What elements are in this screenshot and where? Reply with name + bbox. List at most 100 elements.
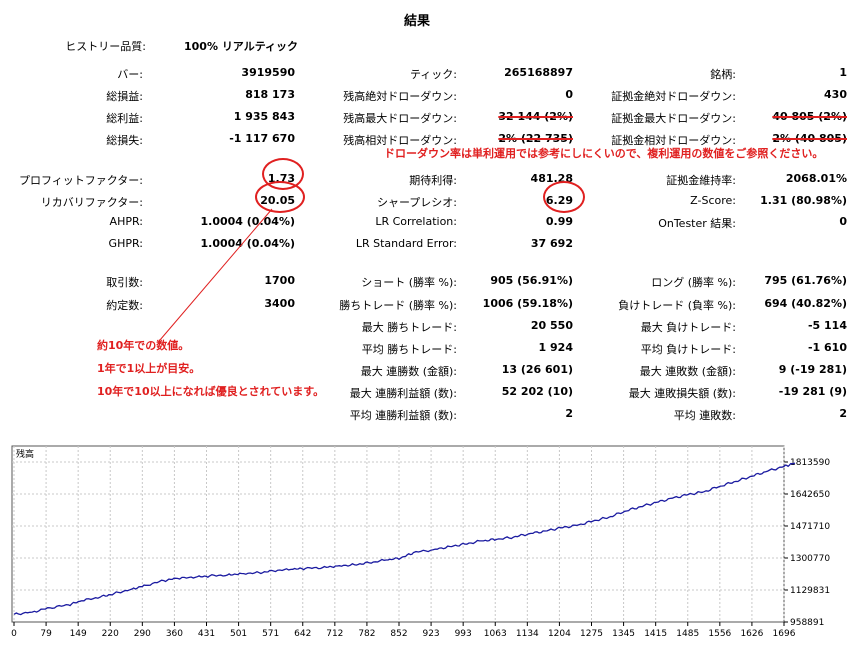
stat-value: 2% (22 735) [498,132,573,145]
stat-value: 0.99 [545,215,573,228]
stat-label: シャープレシオ: [376,196,457,209]
stat-value: 20 550 [530,319,573,332]
stat-label: 総損益: [106,90,143,103]
stat-label: LR Standard Error: [355,237,457,250]
recovery-factor-highlight [255,181,305,213]
stat-label: リカバリファクター: [40,196,143,209]
x-tick-label: 1696 [773,629,796,639]
x-tick-label: 149 [70,629,87,639]
drawdown-note: ドローダウン率は単利運用では参考にしにくいので、複利運用の数値をご参照ください。 [384,147,824,160]
stat-value: 2 [565,407,573,420]
series-label: 残高 [16,448,34,460]
x-tick-label: 360 [166,629,183,639]
x-tick-label: 290 [134,629,151,639]
stat-label: 証拠金絶対ドローダウン: [611,90,736,103]
stat-value: -1 610 [807,341,847,354]
x-tick-label: 220 [102,629,119,639]
stat-label: AHPR: [109,215,143,228]
x-tick-label: 1134 [516,629,539,639]
stat-label: ティック: [409,68,457,81]
stat-value: 2068.01% [785,172,847,185]
stat-label: プロフィットファクター: [18,174,143,187]
stat-label: 平均 連勝利益額 (数): [349,409,457,422]
x-tick-label: 1485 [676,629,699,639]
stat-label: ショート (勝率 %): [361,276,457,289]
stat-label: 残高絶対ドローダウン: [343,90,457,103]
stat-value: 694 (40.82%) [764,297,847,310]
stat-value: 265168897 [504,66,573,79]
stat-value: 13 (26 601) [501,363,573,376]
stat-label: 期待利得: [409,174,457,187]
stat-value: 52 202 (10) [501,385,573,398]
stat-label: 平均 負けトレード: [640,343,736,356]
stat-label: 銘柄: [710,68,736,81]
stat-label: 取引数: [106,276,143,289]
stat-value: 1006 (59.18%) [482,297,573,310]
stat-label: 証拠金相対ドローダウン: [611,134,736,147]
x-tick-label: 923 [422,629,439,639]
annotation-note-2: 1年で1以上が目安。 [97,362,201,375]
stat-value: 40 805 (2%) [772,110,847,123]
stat-label: 最大 負けトレード: [640,321,736,334]
stat-label: 勝ちトレード (勝率 %): [339,299,457,312]
x-tick-label: 431 [198,629,215,639]
x-tick-label: 79 [40,629,52,639]
stat-label: 最大 連勝利益額 (数): [349,387,457,400]
stat-label: GHPR: [108,237,143,250]
y-tick-label: 1471710 [790,522,830,532]
stat-value: 9 (-19 281) [778,363,847,376]
stat-value: 905 (56.91%) [490,274,573,287]
plot-area [11,445,785,623]
y-tick-label: 1642650 [790,490,830,500]
x-tick-label: 571 [262,629,279,639]
stat-value: 2 [839,407,847,420]
stat-value: 795 (61.76%) [764,274,847,287]
x-tick-label: 1275 [580,629,603,639]
stat-value: 3919590 [241,66,295,79]
stat-value: 1 924 [538,341,573,354]
stat-label: OnTester 結果: [658,217,736,230]
stat-label: 残高相対ドローダウン: [343,134,457,147]
x-tick-label: 1626 [740,629,763,639]
stat-value: 0 [839,215,847,228]
x-tick-label: 1556 [708,629,731,639]
stat-value: 1.31 (80.98%) [760,194,847,207]
stat-value: -19 281 (9) [778,385,847,398]
stat-value: 430 [824,88,847,101]
stat-label: 総損失: [106,134,143,147]
x-tick-label: 1204 [548,629,571,639]
stat-label: 総利益: [106,112,143,125]
stat-label: 最大 連敗数 (金額): [639,365,736,378]
stat-label: 負けトレード (負率 %): [618,299,736,312]
stat-label: Z-Score: [690,194,736,207]
stat-label: 最大 連勝数 (金額): [360,365,457,378]
stat-label: 証拠金最大ドローダウン: [611,112,736,125]
stat-label: ロング (勝率 %): [651,276,736,289]
balance-line [13,462,796,616]
sharpe-ratio-highlight [543,181,585,213]
x-tick-label: 852 [390,629,407,639]
stat-label: 残高最大ドローダウン: [343,112,457,125]
stat-label: LR Correlation: [375,215,457,228]
x-tick-label: 993 [455,629,472,639]
y-tick-label: 1300770 [790,554,830,564]
stat-value: 2% (40 805) [772,132,847,145]
y-tick-label: 1813590 [790,458,830,468]
stat-label: 約定数: [106,299,143,312]
x-tick-label: 501 [230,629,247,639]
stat-value: 818 173 [245,88,295,101]
stat-value: 0 [565,88,573,101]
stat-label: 平均 連敗数: [673,409,736,422]
x-tick-label: 642 [294,629,311,639]
page-title: 結果 [404,14,431,29]
stat-value: 37 692 [530,237,573,250]
history-quality-label: ヒストリー品質: [65,40,146,53]
stat-label: 最大 勝ちトレード: [361,321,457,334]
stat-value: -5 114 [807,319,847,332]
stat-value: 1 935 843 [233,110,295,123]
x-tick-label: 712 [326,629,343,639]
annotation-note-1: 約10年での数値。 [97,339,190,352]
stat-label: 平均 勝ちトレード: [361,343,457,356]
x-tick-label: 0 [11,629,17,639]
